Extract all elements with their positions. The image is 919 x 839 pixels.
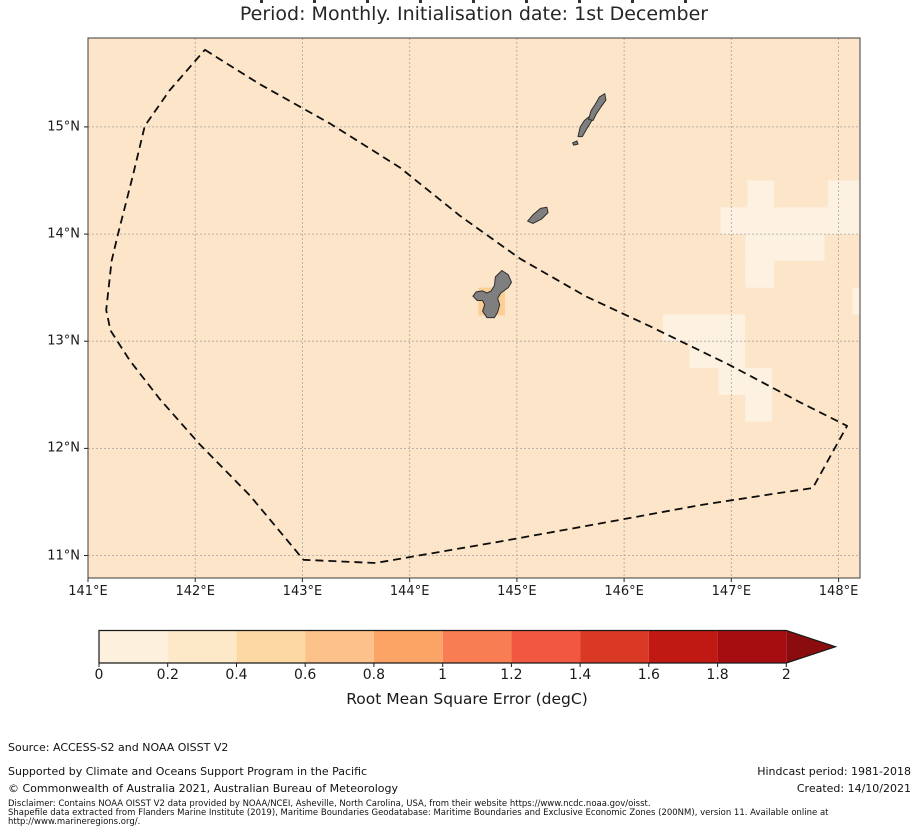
colorbar-axis-label: Root Mean Square Error (degC) — [346, 690, 588, 708]
colorbar-segment — [717, 630, 787, 663]
x-tick-label: 144°E — [389, 584, 430, 599]
x-tick-label: 146°E — [604, 584, 644, 599]
colorbar-segment — [305, 630, 374, 663]
high-rmse-cell — [478, 287, 506, 316]
eez-boundary — [105, 48, 848, 564]
colorbar-segment — [167, 630, 237, 663]
colorbar-extend-arrow — [786, 630, 836, 663]
x-tick-label: 147°E — [711, 584, 752, 599]
colorbar-tick-label: 0.8 — [362, 667, 386, 683]
island-rota — [527, 206, 549, 224]
x-tick-label: 145°E — [497, 584, 537, 599]
x-tick-label: 143°E — [282, 584, 323, 599]
colorbar-segment — [442, 630, 512, 663]
disclaimer-block: Disclaimer: Contains NOAA OISST V2 data … — [8, 800, 829, 826]
colorbar-tick-label: 0.2 — [156, 667, 179, 683]
y-tick-label: 11°N — [47, 548, 80, 563]
low-rmse-patch — [747, 180, 775, 208]
low-rmse-patch — [718, 368, 773, 395]
colorbar-tick-label: 1 — [438, 667, 448, 683]
island-aguijan — [572, 140, 579, 146]
low-rmse-patch — [852, 287, 860, 315]
colorbar-tick-label: 0 — [94, 667, 104, 683]
x-tick-label: 141°E — [68, 584, 108, 599]
colorbar-segment — [373, 630, 443, 663]
low-rmse-patch — [689, 341, 746, 368]
colorbar-segment — [511, 630, 581, 663]
colorbar-segment — [580, 630, 649, 663]
disclaimer-line: http://www.marineregions.org/. — [8, 816, 141, 827]
supported-text: Supported by Climate and Oceans Support … — [8, 765, 368, 778]
colorbar-segment — [648, 630, 718, 663]
colorbar-segment — [99, 630, 168, 663]
copyright-text: © Commonwealth of Australia 2021, Austra… — [8, 782, 398, 795]
colorbar-tick-label: 1.4 — [568, 667, 592, 683]
hindcast-period-text: Hindcast period: 1981-2018 — [757, 765, 911, 778]
x-tick-label: 148°E — [818, 584, 859, 599]
colorbar-segment — [236, 630, 306, 663]
low-rmse-patch — [745, 394, 773, 422]
low-rmse-patch — [745, 260, 775, 288]
colorbar-tick-label: 0.6 — [294, 667, 317, 683]
ocean-field — [88, 38, 860, 578]
colorbar-tick-label: 0.4 — [225, 667, 248, 683]
axes-frame — [87, 37, 861, 579]
low-rmse-patch — [662, 314, 746, 342]
y-tick-label: 14°N — [47, 226, 80, 242]
low-rmse-patch — [745, 234, 825, 261]
y-tick-label: 15°N — [47, 119, 80, 135]
disclaimer-line: Disclaimer: Contains NOAA OISST V2 data … — [8, 799, 651, 809]
island-tinian — [577, 115, 593, 138]
plot-title: Period: Monthly. Initialisation date: 1s… — [239, 3, 709, 25]
y-tick-label: 13°N — [47, 333, 80, 349]
created-date-text: Created: 14/10/2021 — [796, 782, 911, 795]
colorbar-tick-label: 1.2 — [500, 667, 523, 683]
island-guam — [472, 270, 512, 319]
x-tick-label: 142°E — [175, 584, 215, 599]
colorbar-tick-label: 1.8 — [706, 667, 729, 683]
cropped-title-line-remnant — [210, 0, 730, 3]
colorbar-tick-label: 1.6 — [637, 667, 660, 683]
low-rmse-patch — [827, 180, 860, 208]
island-saipan — [588, 93, 607, 121]
colorbar-tick-label: 2 — [781, 667, 791, 683]
colorbar-outline — [98, 629, 838, 664]
y-tick-label: 12°N — [47, 440, 80, 456]
low-rmse-patch — [720, 207, 860, 235]
source-text: Source: ACCESS-S2 and NOAA OISST V2 — [8, 741, 229, 754]
disclaimer-line: Shapefile data extracted from Flanders M… — [8, 807, 829, 818]
